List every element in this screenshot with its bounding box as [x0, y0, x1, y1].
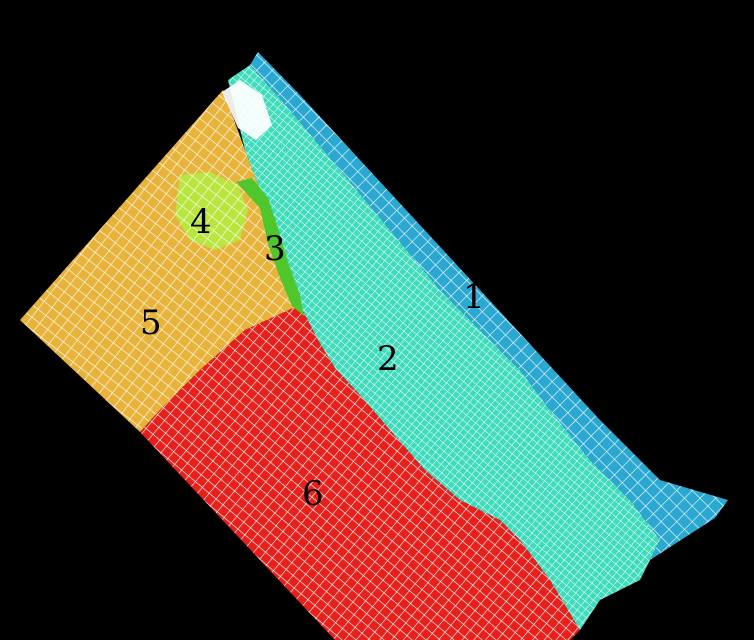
region-4-label: 4	[190, 202, 212, 242]
region-5-label: 5	[140, 303, 162, 343]
top-white-patch	[222, 80, 272, 140]
region-1-mesh	[250, 52, 728, 580]
region-6-label: 6	[302, 474, 324, 514]
region-5-mesh	[20, 90, 300, 432]
region-2-label: 2	[377, 339, 399, 379]
region-4-mesh	[175, 172, 248, 250]
region-6-mesh	[140, 305, 580, 640]
region-1-label: 1	[463, 277, 485, 317]
region-3	[236, 178, 304, 316]
region-2-mesh	[228, 65, 660, 630]
region-3-label: 3	[264, 229, 286, 269]
